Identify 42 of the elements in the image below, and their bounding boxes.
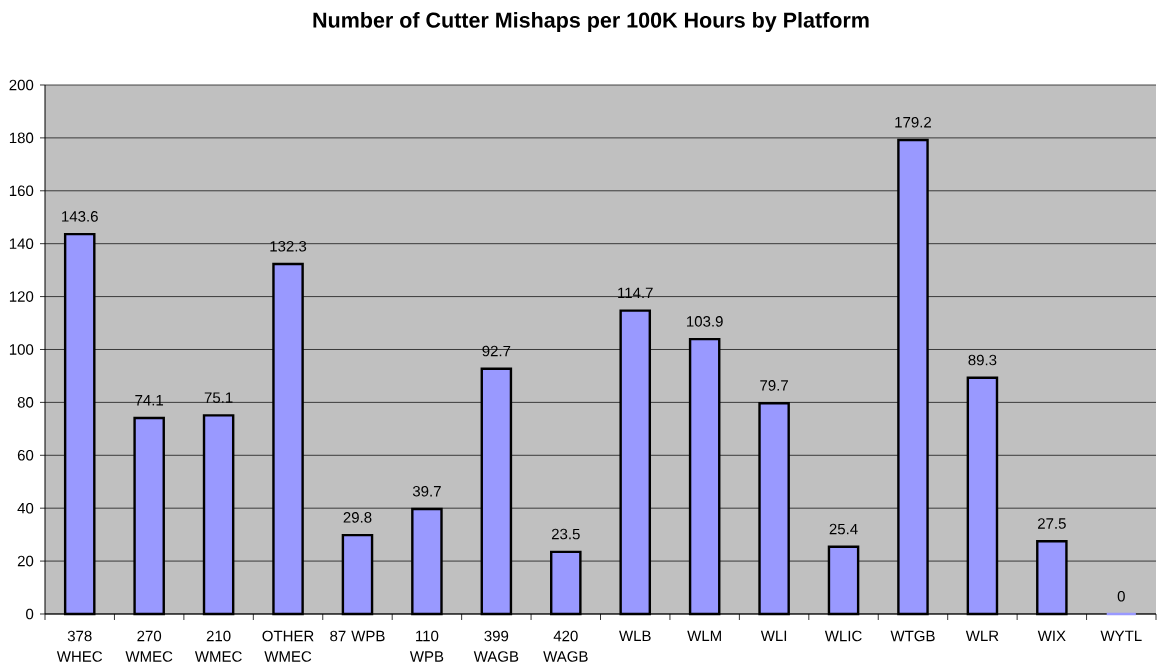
data-label: 89.3 xyxy=(968,354,997,366)
y-tick-label: 120 xyxy=(9,291,34,302)
y-tick-label: 40 xyxy=(17,502,34,514)
data-label: 103.9 xyxy=(687,316,723,327)
x-tick-label: 210 WMEC xyxy=(194,630,242,662)
y-tick-label: 0 xyxy=(26,608,34,620)
data-label: 29.8 xyxy=(343,512,372,523)
y-tick-label: 200 xyxy=(9,79,34,91)
y-tick-label: 80 xyxy=(17,397,34,408)
x-tick-label: 420 WAGB xyxy=(543,630,588,662)
x-tick-label: 378 WHEC xyxy=(56,630,103,662)
data-label: 143.6 xyxy=(62,211,98,222)
data-label: 27.5 xyxy=(1038,518,1066,529)
data-label: 39.7 xyxy=(412,485,441,497)
data-label: 132.3 xyxy=(270,240,307,252)
x-tick-label: WTGB xyxy=(890,630,935,642)
data-label: 0 xyxy=(1117,590,1125,602)
x-tick-label: 87 WPB xyxy=(330,630,385,642)
x-tick-label: 399 WAGB xyxy=(473,630,519,662)
x-tick-label: WLR xyxy=(965,630,999,642)
data-label: 114.7 xyxy=(618,287,653,298)
y-tick-label: 20 xyxy=(17,555,34,567)
y-tick-label: 180 xyxy=(9,132,34,144)
data-label: 23.5 xyxy=(551,528,580,540)
data-label: 79.7 xyxy=(760,380,788,391)
x-tick-label: WLM xyxy=(687,630,721,642)
x-tick-label: WYTL xyxy=(1100,630,1142,642)
y-tick-label: 140 xyxy=(9,238,34,249)
x-tick-label: WLB xyxy=(619,630,651,642)
x-tick-label: WIX xyxy=(1037,630,1066,642)
data-label: 75.1 xyxy=(204,392,233,403)
data-label: 25.4 xyxy=(829,523,858,535)
x-tick-label: 270 WMEC xyxy=(125,630,173,662)
y-tick-label: 100 xyxy=(9,344,34,355)
chart-title: Number of Cutter Mishaps per 100K Hours by Platform xyxy=(313,11,869,33)
x-tick-label: OTHER WMEC xyxy=(262,630,314,662)
x-tick-label: WLIC xyxy=(824,630,862,642)
x-tick-label: WLI xyxy=(760,630,787,642)
data-label: 179.2 xyxy=(895,116,931,128)
y-tick-label: 60 xyxy=(17,449,34,461)
y-tick-label: 160 xyxy=(9,185,34,197)
x-tick-label: 110 WPB xyxy=(409,630,444,662)
